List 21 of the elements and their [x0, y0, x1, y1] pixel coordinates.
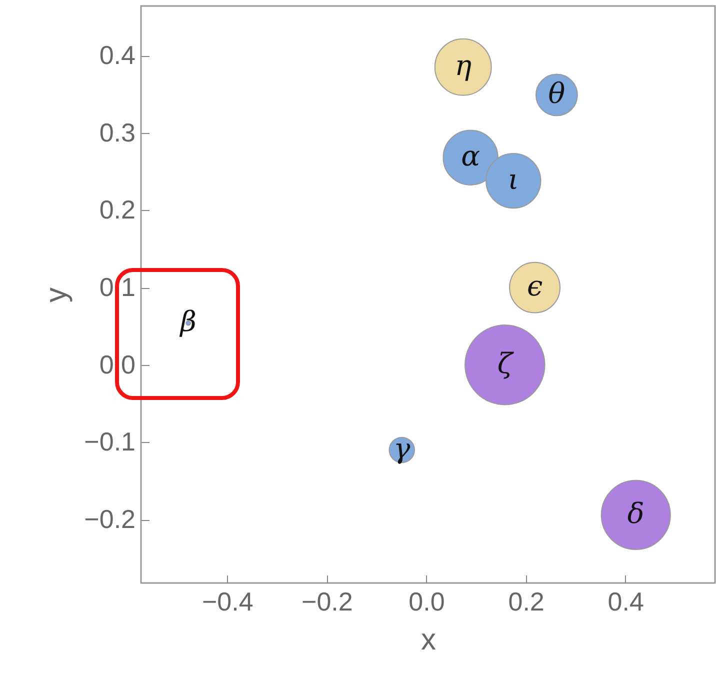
- x-tick-label: −0.4: [202, 586, 254, 616]
- annotation: α: [461, 140, 480, 173]
- y-tick-label: 0.4: [99, 40, 136, 70]
- x-tick-label: 0.2: [508, 586, 544, 616]
- y-tick-label: 0.2: [99, 194, 136, 225]
- annotation: η: [454, 49, 472, 82]
- annotation: β: [179, 305, 196, 338]
- x-tick-label: 0.0: [408, 586, 445, 616]
- annotation: γ: [393, 432, 410, 465]
- annotation: ϵ: [526, 270, 543, 303]
- y-tick-label: 0.3: [99, 117, 136, 148]
- y-axis-title: y: [40, 288, 74, 302]
- y-tick-label: −0.2: [84, 504, 136, 534]
- y-tick-label: −0.1: [84, 426, 136, 457]
- x-tick-label: 0.4: [608, 586, 644, 616]
- x-axis-title: x: [421, 624, 436, 656]
- annotation: ι: [508, 162, 519, 196]
- annotation: ζ: [497, 346, 514, 380]
- annotation: δ: [627, 496, 644, 530]
- annotation: θ: [548, 76, 566, 110]
- x-tick-label: −0.2: [302, 586, 353, 616]
